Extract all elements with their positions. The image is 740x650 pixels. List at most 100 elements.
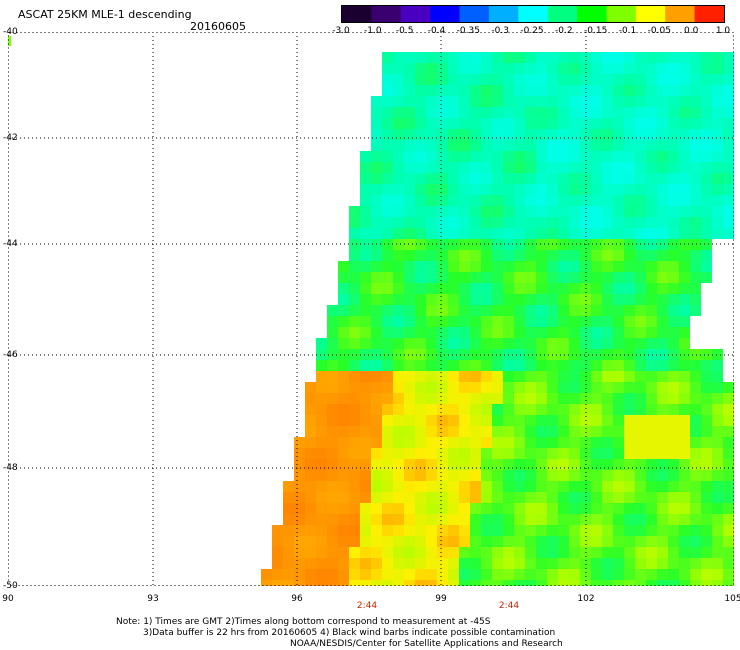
swath-cell xyxy=(503,536,514,547)
swath-cell xyxy=(569,558,580,569)
swath-cell xyxy=(569,547,580,558)
swath-cell xyxy=(415,96,426,107)
swath-cell xyxy=(646,415,657,426)
swath-cell xyxy=(624,173,635,184)
swath-cell xyxy=(481,470,492,481)
swath-cell xyxy=(459,558,470,569)
swath-cell xyxy=(624,459,635,470)
swath-cell xyxy=(382,74,393,85)
swath-cell xyxy=(591,404,602,415)
swath-cell xyxy=(481,217,492,228)
swath-cell xyxy=(690,503,701,514)
swath-cell xyxy=(657,184,668,195)
swath-cell xyxy=(393,371,404,382)
swath-cell xyxy=(514,503,525,514)
swath-cell xyxy=(624,349,635,360)
swath-cell xyxy=(448,371,459,382)
swath-cell xyxy=(393,404,404,415)
swath-cell xyxy=(657,305,668,316)
swath-cell xyxy=(338,525,349,536)
colorbar-tick-label: -0.15 xyxy=(584,26,608,36)
swath-cell xyxy=(624,525,635,536)
swath-cell xyxy=(569,228,580,239)
swath-cell xyxy=(514,349,525,360)
swath-cell xyxy=(712,151,723,162)
swath-cell xyxy=(657,74,668,85)
swath-cell xyxy=(426,569,437,580)
swath-cell xyxy=(668,580,679,586)
swath-cell xyxy=(448,415,459,426)
swath-cell xyxy=(613,371,624,382)
swath-cell xyxy=(646,173,657,184)
swath-cell xyxy=(470,569,481,580)
swath-cell xyxy=(668,74,679,85)
swath-cell xyxy=(723,118,734,129)
swath-cell xyxy=(646,360,657,371)
swath-cell xyxy=(690,195,701,206)
swath-cell xyxy=(558,470,569,481)
swath-cell xyxy=(448,382,459,393)
swath-cell xyxy=(371,514,382,525)
swath-cell xyxy=(338,558,349,569)
swath-cell xyxy=(613,162,624,173)
swath-cell xyxy=(613,338,624,349)
swath-cell xyxy=(316,338,327,349)
swath-cell xyxy=(338,481,349,492)
swath-cell xyxy=(668,393,679,404)
swath-cell xyxy=(415,294,426,305)
swath-cell xyxy=(437,547,448,558)
swath-cell xyxy=(382,107,393,118)
swath-cell xyxy=(338,415,349,426)
swath-cell xyxy=(294,492,305,503)
swath-cell xyxy=(668,305,679,316)
swath-cell xyxy=(701,129,712,140)
swath-cell xyxy=(503,107,514,118)
swath-cell xyxy=(404,547,415,558)
swath-cell xyxy=(591,261,602,272)
swath-cell xyxy=(514,74,525,85)
swath-cell xyxy=(393,459,404,470)
swath-cell xyxy=(613,459,624,470)
swath-cell xyxy=(283,514,294,525)
swath-cell xyxy=(569,426,580,437)
swath-cell xyxy=(723,217,734,228)
swath-cell xyxy=(492,96,503,107)
swath-cell xyxy=(404,415,415,426)
swath-cell xyxy=(514,272,525,283)
swath-cell xyxy=(613,217,624,228)
swath-cell xyxy=(525,206,536,217)
swath-cell xyxy=(514,305,525,316)
swath-cell xyxy=(272,547,283,558)
swath-cell xyxy=(426,107,437,118)
swath-cell xyxy=(415,173,426,184)
swath-cell xyxy=(349,206,360,217)
swath-cell xyxy=(701,371,712,382)
swath-cell xyxy=(448,272,459,283)
swath-cell xyxy=(613,173,624,184)
swath-cell xyxy=(327,525,338,536)
swath-cell xyxy=(668,250,679,261)
swath-cell xyxy=(349,503,360,514)
swath-cell xyxy=(613,52,624,63)
swath-cell xyxy=(426,503,437,514)
swath-cell xyxy=(481,272,492,283)
swath-cell xyxy=(646,569,657,580)
swath-cell xyxy=(723,503,734,514)
swath-cell xyxy=(316,459,327,470)
swath-cell xyxy=(602,404,613,415)
swath-cell xyxy=(393,547,404,558)
swath-cell xyxy=(393,261,404,272)
swath-cell xyxy=(723,481,734,492)
swath-cell xyxy=(371,118,382,129)
swath-cell xyxy=(525,415,536,426)
swath-cell xyxy=(470,239,481,250)
swath-cell xyxy=(437,294,448,305)
swath-cell xyxy=(448,96,459,107)
swath-cell xyxy=(492,228,503,239)
swath-cell xyxy=(525,316,536,327)
swath-cell xyxy=(602,437,613,448)
swath-cell xyxy=(558,63,569,74)
swath-cell xyxy=(503,525,514,536)
swath-cell xyxy=(569,305,580,316)
map-title: ASCAT 25KM MLE-1 descending xyxy=(18,8,192,21)
